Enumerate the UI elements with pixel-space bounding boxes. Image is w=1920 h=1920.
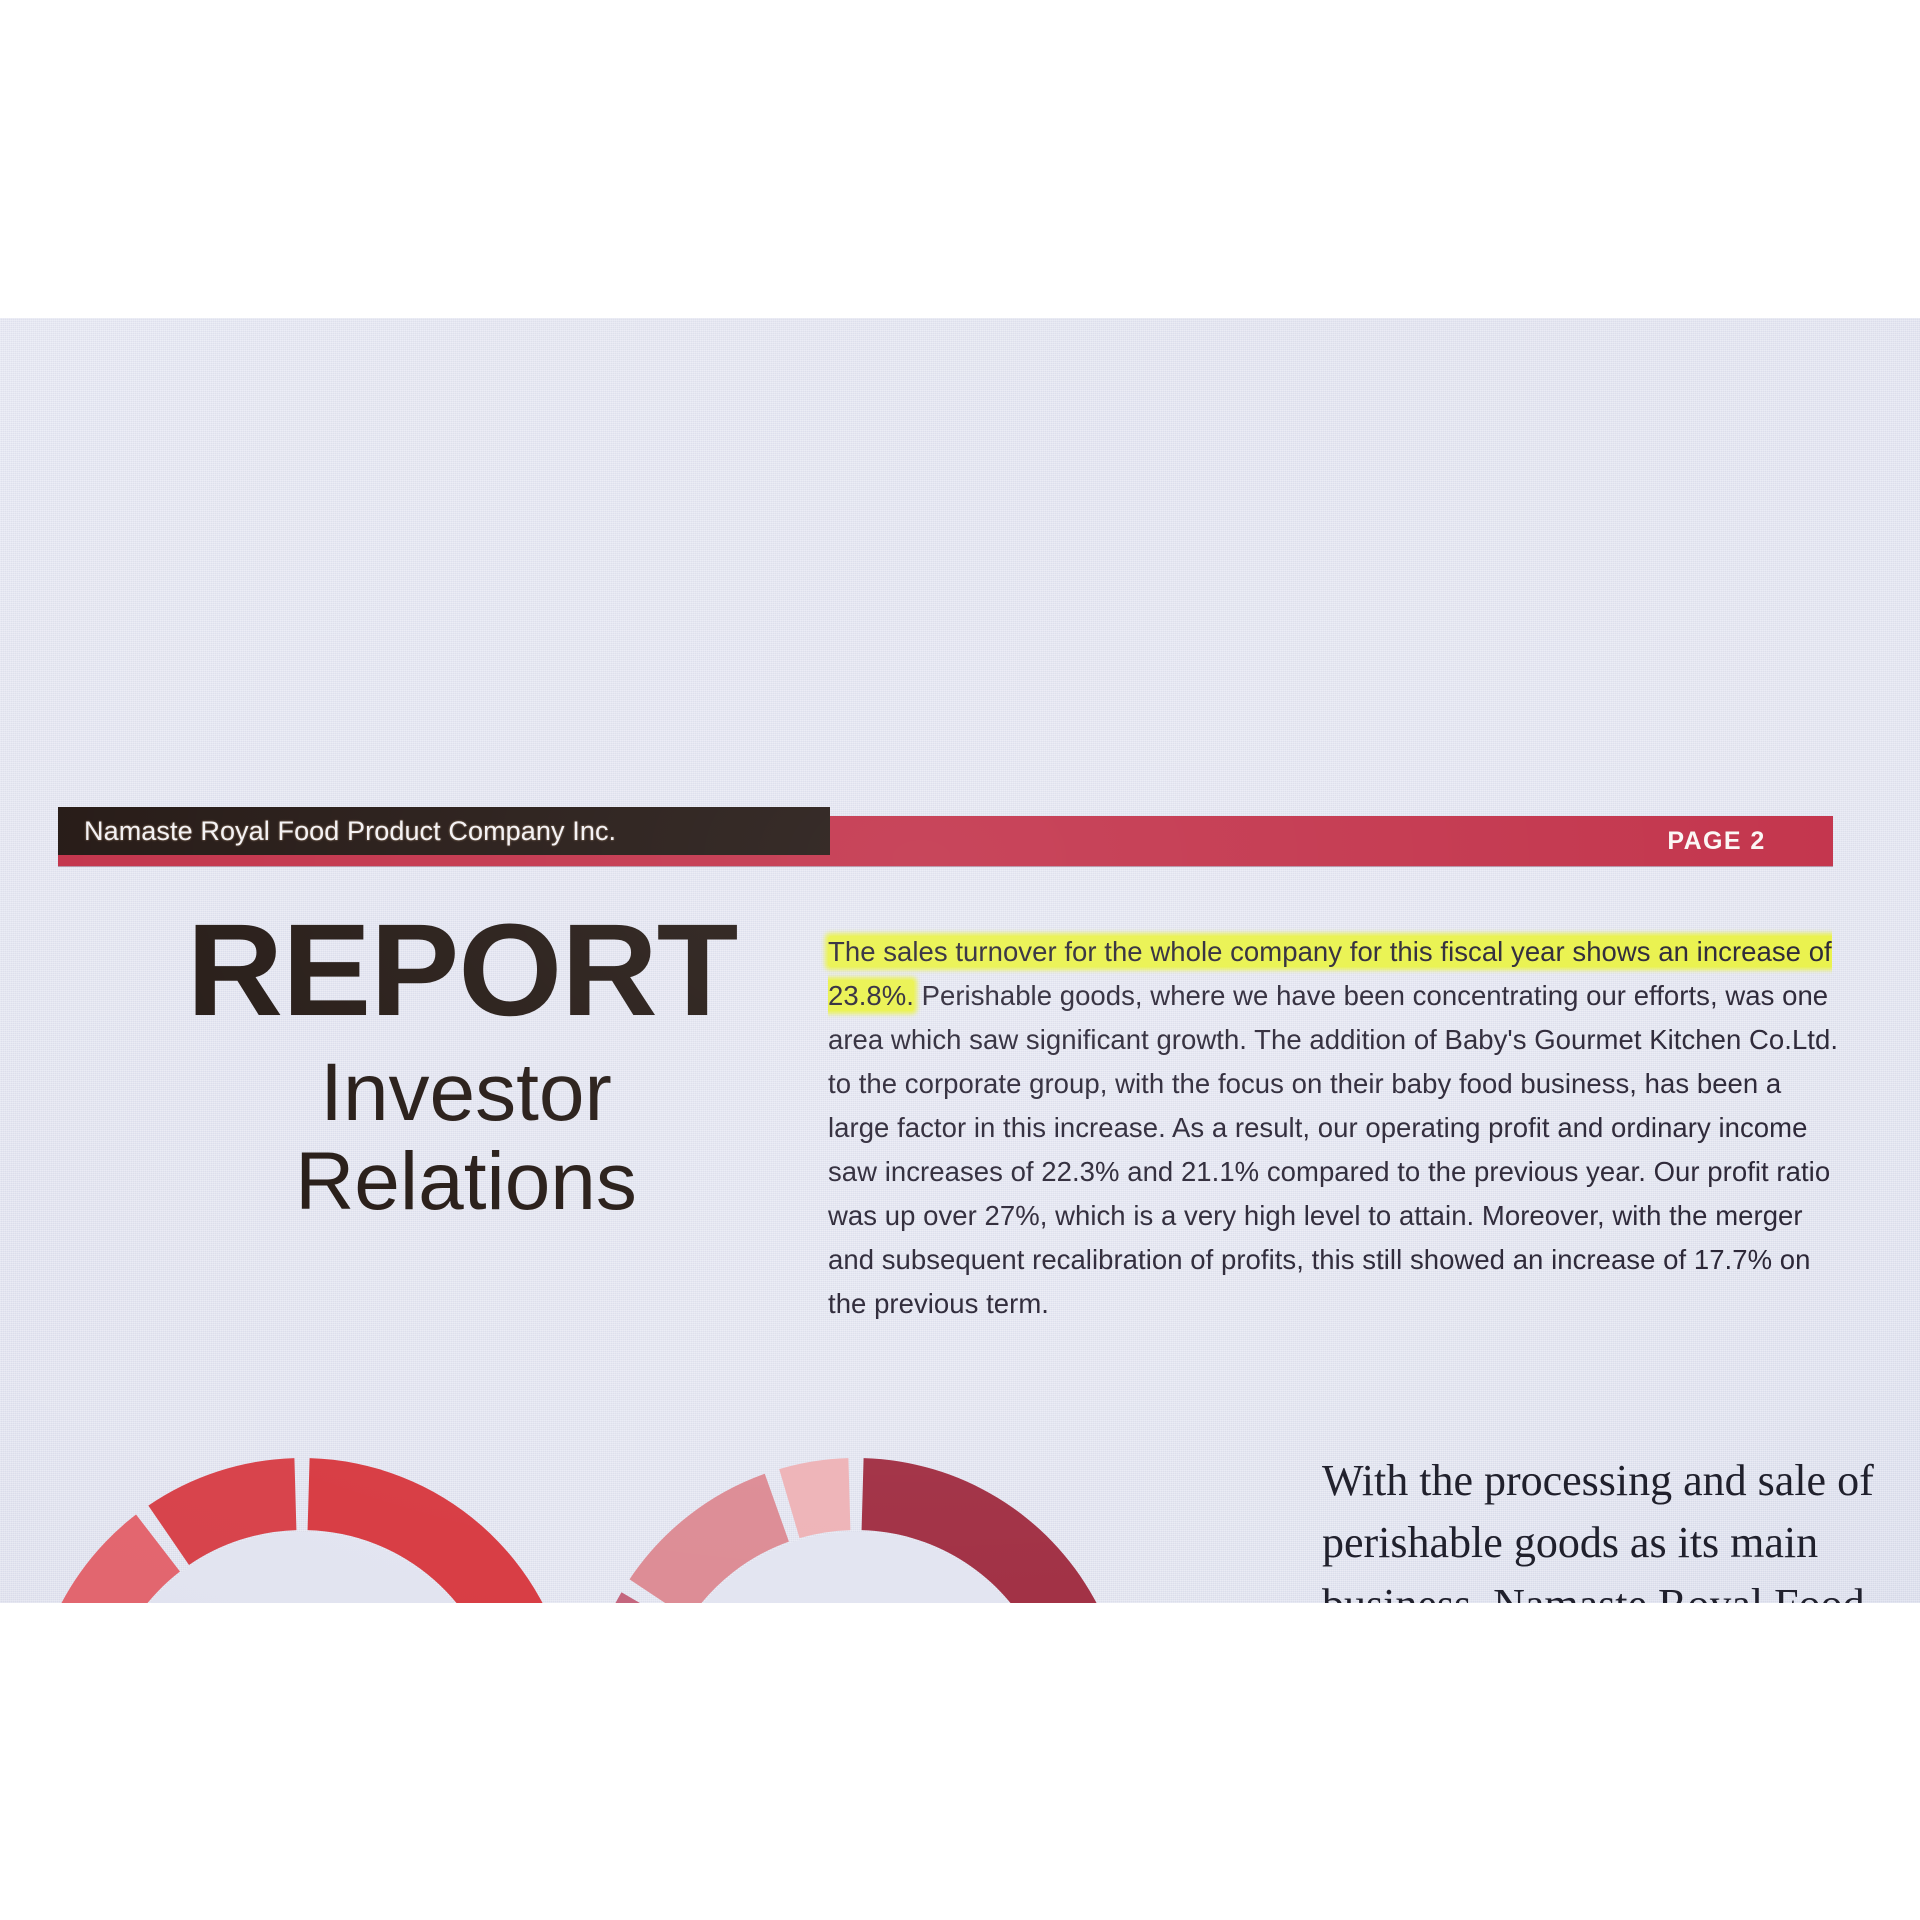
intro-paragraph: The sales turnover for the whole company… <box>828 930 1844 1326</box>
donut-segment <box>307 1458 543 1603</box>
printed-report-page: Namaste Royal Food Product Company Inc. … <box>0 318 1920 1603</box>
donut-chart-export-destination: Breakdown by Export Destination Asia 33.… <box>582 1456 1130 1603</box>
page-number-label: PAGE 2 <box>1667 826 1766 855</box>
title-investor: Investor <box>320 1047 612 1139</box>
donut-segment <box>779 1458 851 1539</box>
donut-segment <box>148 1458 297 1565</box>
page-number-badge: PAGE 2 <box>1600 816 1833 866</box>
title-report: REPORT <box>186 896 739 1043</box>
company-name: Namaste Royal Food Product Company Inc. <box>84 815 617 846</box>
donut-segment <box>861 1458 1097 1603</box>
donut-ring-business-domain <box>61 1458 543 1603</box>
company-name-box: Namaste Royal Food Product Company Inc. <box>58 807 830 855</box>
donut-segment <box>61 1514 180 1603</box>
intro-body-text: Perishable goods, where we have been con… <box>828 980 1839 1319</box>
donut-ring-export-destination <box>615 1458 1097 1603</box>
donut-segment <box>629 1473 789 1603</box>
right-column-paragraph: With the processing and sale of perishab… <box>1322 1456 1874 1603</box>
donut-segment <box>615 1592 640 1603</box>
page-title: REPORT Investor Relations <box>146 904 786 1227</box>
title-relations: Relations <box>295 1135 637 1227</box>
donut-chart-business-domain: Breakdown by Business Domain Fresh Foods… <box>28 1456 576 1603</box>
